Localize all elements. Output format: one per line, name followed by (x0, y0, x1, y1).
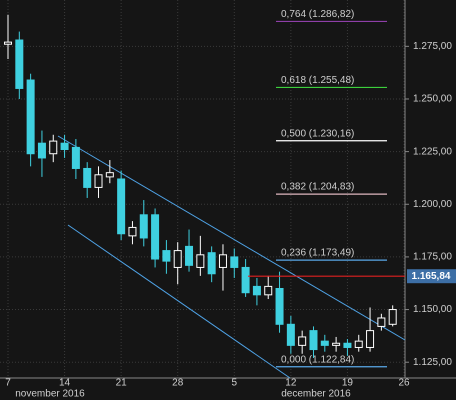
candle-body (218, 254, 227, 268)
candle-body (264, 285, 273, 296)
candle-body (354, 340, 363, 348)
candle-body (94, 174, 103, 188)
candle-body (320, 340, 329, 346)
y-tick-label: 1.175,00 (413, 252, 452, 263)
candle-body (49, 140, 58, 155)
candle-body (207, 252, 216, 275)
candle-body (128, 226, 137, 237)
candle-body (37, 142, 46, 159)
fib-label: 0,236 (1.173,49) (281, 248, 354, 259)
x-tick-label: 5 (232, 378, 238, 389)
candle-body (173, 250, 182, 268)
candle-body (83, 167, 92, 188)
fib-label: 0,382 (1.204,83) (281, 182, 354, 193)
candle-body (71, 146, 80, 169)
candle-body (343, 342, 352, 348)
candle-body (366, 330, 375, 348)
candle-body (252, 285, 261, 296)
candle-body (309, 330, 318, 351)
candle-body (286, 323, 295, 346)
channel-upper (57, 135, 406, 341)
candle-body (139, 214, 148, 239)
candle-body (60, 142, 69, 151)
fib-label: 0,000 (1.122,84) (281, 354, 354, 365)
last-price-label: 1.165,84 (412, 271, 451, 282)
fib-label: 0,618 (1.255,48) (281, 75, 354, 86)
y-tick-label: 1.150,00 (413, 304, 452, 315)
candle-body (230, 256, 239, 268)
y-tick-label: 1.200,00 (413, 199, 452, 210)
candle-body (151, 214, 160, 260)
fib-label: 0,764 (1.286,82) (281, 9, 354, 20)
fib-label: 0,500 (1.230,16) (281, 128, 354, 139)
y-tick-label: 1.275,00 (413, 41, 452, 52)
candle-body (377, 317, 386, 327)
x-tick-label: 19 (342, 378, 354, 389)
x-tick-label: 14 (59, 378, 71, 389)
month-label: december 2016 (281, 389, 351, 400)
candle-body (298, 336, 307, 346)
candle-body (105, 172, 114, 178)
y-tick-label: 1.225,00 (413, 146, 452, 157)
month-label: november 2016 (15, 389, 85, 400)
candle-body (241, 266, 250, 294)
candle-body (332, 342, 341, 346)
last-price-tag (407, 269, 456, 284)
candle-body (4, 41, 12, 45)
x-tick-label: 7 (5, 378, 11, 389)
x-tick-label: 28 (172, 378, 184, 389)
candle-body (162, 250, 171, 262)
channel-lower (67, 224, 291, 379)
candle-body (388, 309, 397, 325)
y-tick-label: 1.250,00 (413, 94, 452, 105)
candle-body (15, 39, 24, 89)
candle-body (196, 254, 205, 268)
candle-body (275, 288, 284, 325)
candle-body (117, 178, 126, 235)
x-tick-label: 26 (398, 378, 410, 389)
candle-body (185, 245, 194, 266)
y-tick-label: 1.125,00 (413, 357, 452, 368)
channel (57, 135, 406, 379)
x-tick-label: 21 (116, 378, 128, 389)
candle-body (26, 79, 35, 155)
x-tick-label: 12 (285, 378, 297, 389)
